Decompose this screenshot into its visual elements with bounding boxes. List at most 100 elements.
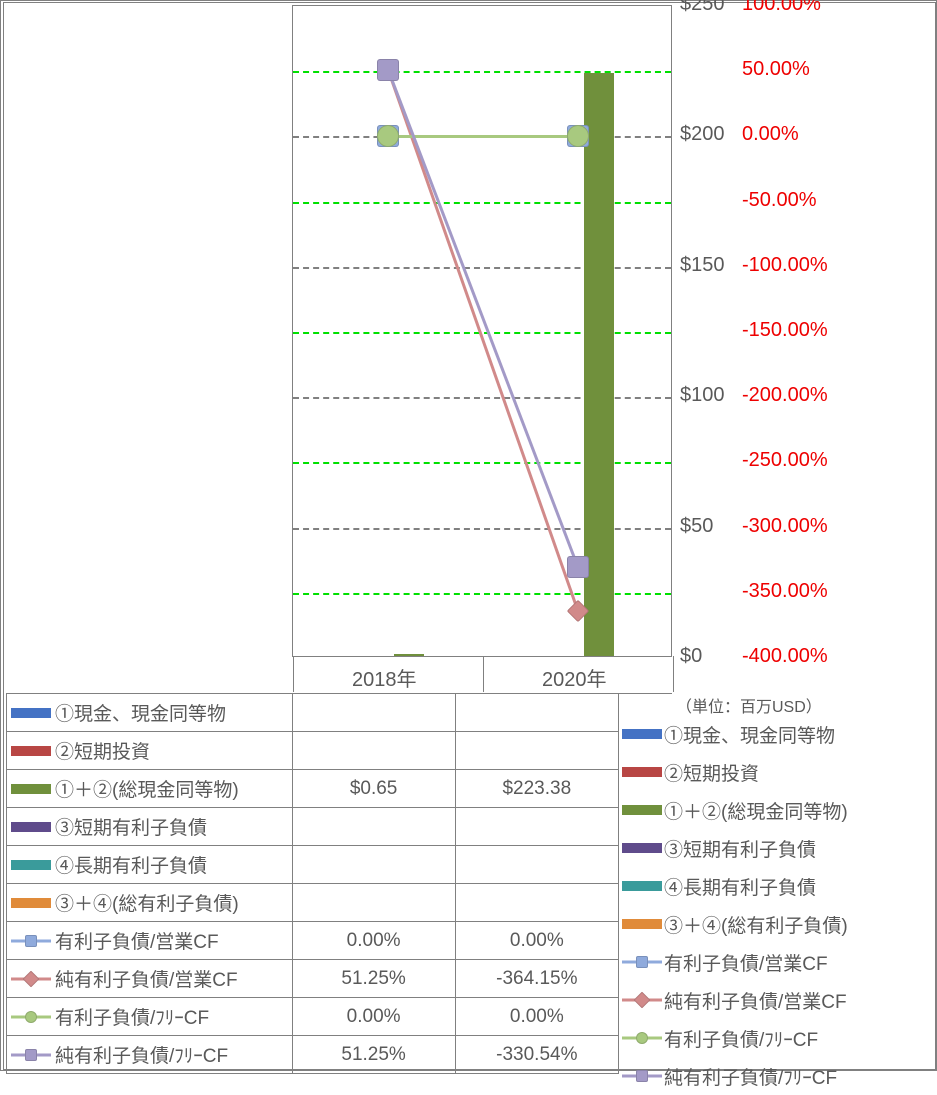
legend-cell: ①現金、現金同等物 <box>7 694 293 732</box>
bar-s3 <box>394 654 424 656</box>
secondary-axis-label: 100.00% <box>742 0 821 16</box>
primary-axis-label: $250 <box>680 0 725 16</box>
table-row: 純有利子負債/営業CF 51.25%-364.15% <box>7 960 619 998</box>
category-tick <box>673 656 674 692</box>
secondary-axis-label: 0.00% <box>742 123 799 146</box>
legend-cell: ④長期有利子負債 <box>7 846 293 884</box>
value-cell: 0.00% <box>292 922 455 960</box>
value-cell <box>292 846 455 884</box>
right-legend-item: ③＋④(総有利子負債) <box>622 905 937 943</box>
right-legend-text: 有利子負債/営業CF <box>664 949 828 976</box>
right-legend-item: ①現金、現金同等物 <box>622 715 937 753</box>
secondary-axis-label: -250.00% <box>742 449 828 472</box>
legend-cell: 有利子負債/ﾌﾘｰCF <box>7 998 293 1036</box>
secondary-axis-label: -100.00% <box>742 254 828 277</box>
value-cell <box>292 808 455 846</box>
value-cell <box>292 732 455 770</box>
right-legend-text: ①＋②(総現金同等物) <box>664 797 848 824</box>
marker-s9 <box>377 125 399 147</box>
legend-cell: 純有利子負債/ﾌﾘｰCF <box>7 1036 293 1074</box>
value-cell: -364.15% <box>455 960 618 998</box>
legend-cell: ①＋②(総現金同等物) <box>7 770 293 808</box>
right-legend-item: ②短期投資 <box>622 753 937 791</box>
data-table: ①現金、現金同等物 ②短期投資 ①＋②(総現金同等物) $0.65$223.38 ③短期… <box>6 693 619 1074</box>
right-legend-text: ②短期投資 <box>664 759 759 786</box>
value-cell <box>292 884 455 922</box>
legend-text: 純有利子負債/ﾌﾘｰCF <box>55 1046 228 1067</box>
chart-area: $0$50$100$150$200$250-400.00%-350.00%-30… <box>3 2 936 1070</box>
right-legend-item: 有利子負債/ﾌﾘｰCF <box>622 1019 937 1057</box>
value-cell: 0.00% <box>455 998 618 1036</box>
value-cell: 51.25% <box>292 960 455 998</box>
right-legend-item: 純有利子負債/営業CF <box>622 981 937 1019</box>
legend-cell: ③＋④(総有利子負債) <box>7 884 293 922</box>
value-cell: -330.54% <box>455 1036 618 1074</box>
line-s8 <box>387 69 580 612</box>
value-cell <box>455 732 618 770</box>
legend-text: 有利子負債/ﾌﾘｰCF <box>55 1008 209 1029</box>
right-legend-item: ①＋②(総現金同等物) <box>622 791 937 829</box>
secondary-axis-label: -300.00% <box>742 515 828 538</box>
secondary-axis-label: -400.00% <box>742 645 828 668</box>
primary-axis-label: $50 <box>680 515 713 538</box>
legend-cell: ③短期有利子負債 <box>7 808 293 846</box>
table-row: ①＋②(総現金同等物) $0.65$223.38 <box>7 770 619 808</box>
table-row: 有利子負債/営業CF0.00%0.00% <box>7 922 619 960</box>
right-legend-text: ④長期有利子負債 <box>664 873 816 900</box>
value-cell <box>455 846 618 884</box>
table-row: ③＋④(総有利子負債) <box>7 884 619 922</box>
value-cell: 0.00% <box>455 922 618 960</box>
table-row: ②短期投資 <box>7 732 619 770</box>
value-cell: 0.00% <box>292 998 455 1036</box>
right-legend-text: 有利子負債/ﾌﾘｰCF <box>664 1025 818 1052</box>
right-legend-text: ③短期有利子負債 <box>664 835 816 862</box>
secondary-axis-label: -50.00% <box>742 189 817 212</box>
table-row: ④長期有利子負債 <box>7 846 619 884</box>
primary-axis-label: $150 <box>680 254 725 277</box>
marker-s10 <box>567 556 589 578</box>
secondary-axis-label: -350.00% <box>742 580 828 603</box>
table-row: 純有利子負債/ﾌﾘｰCF 51.25%-330.54% <box>7 1036 619 1074</box>
category-tick <box>293 656 294 692</box>
right-legend: ①現金、現金同等物 ②短期投資 ①＋②(総現金同等物) ③短期有利子負債 ④長期有利子負… <box>622 715 937 1095</box>
legend-cell: ②短期投資 <box>7 732 293 770</box>
right-legend-item: 有利子負債/営業CF <box>622 943 937 981</box>
category-baseline <box>292 693 672 694</box>
value-cell: $0.65 <box>292 770 455 808</box>
secondary-axis-label: -200.00% <box>742 384 828 407</box>
legend-text: ①現金、現金同等物 <box>55 704 226 725</box>
unit-label: （単位：百万USD） <box>676 693 822 717</box>
value-cell <box>455 884 618 922</box>
legend-text: ③短期有利子負債 <box>55 818 207 839</box>
plot-box <box>292 5 672 657</box>
right-legend-text: 純有利子負債/営業CF <box>664 987 847 1014</box>
legend-text: 純有利子負債/営業CF <box>55 970 238 991</box>
value-cell <box>455 808 618 846</box>
right-legend-item: 純有利子負債/ﾌﾘｰCF <box>622 1057 937 1095</box>
legend-text: ①＋②(総現金同等物) <box>55 780 239 801</box>
right-legend-text: 純有利子負債/ﾌﾘｰCF <box>664 1063 837 1090</box>
value-cell: $223.38 <box>455 770 618 808</box>
legend-cell: 有利子負債/営業CF <box>7 922 293 960</box>
right-legend-item: ③短期有利子負債 <box>622 829 937 867</box>
legend-text: ②短期投資 <box>55 742 150 763</box>
right-legend-item: ④長期有利子負債 <box>622 867 937 905</box>
table-row: ③短期有利子負債 <box>7 808 619 846</box>
marker-s9 <box>567 125 589 147</box>
value-cell: 51.25% <box>292 1036 455 1074</box>
category-label: 2018年 <box>352 663 417 692</box>
secondary-axis-label: 50.00% <box>742 58 810 81</box>
table-row: ①現金、現金同等物 <box>7 694 619 732</box>
value-cell <box>455 694 618 732</box>
primary-axis-label: $0 <box>680 645 702 668</box>
category-tick <box>483 656 484 692</box>
line-s10 <box>387 69 580 568</box>
primary-axis-label: $100 <box>680 384 725 407</box>
table-row: 有利子負債/ﾌﾘｰCF 0.00%0.00% <box>7 998 619 1036</box>
marker-s10 <box>377 59 399 81</box>
value-cell <box>292 694 455 732</box>
legend-text: ④長期有利子負債 <box>55 856 207 877</box>
legend-text: ③＋④(総有利子負債) <box>55 894 239 915</box>
category-label: 2020年 <box>542 663 607 692</box>
legend-cell: 純有利子負債/営業CF <box>7 960 293 998</box>
